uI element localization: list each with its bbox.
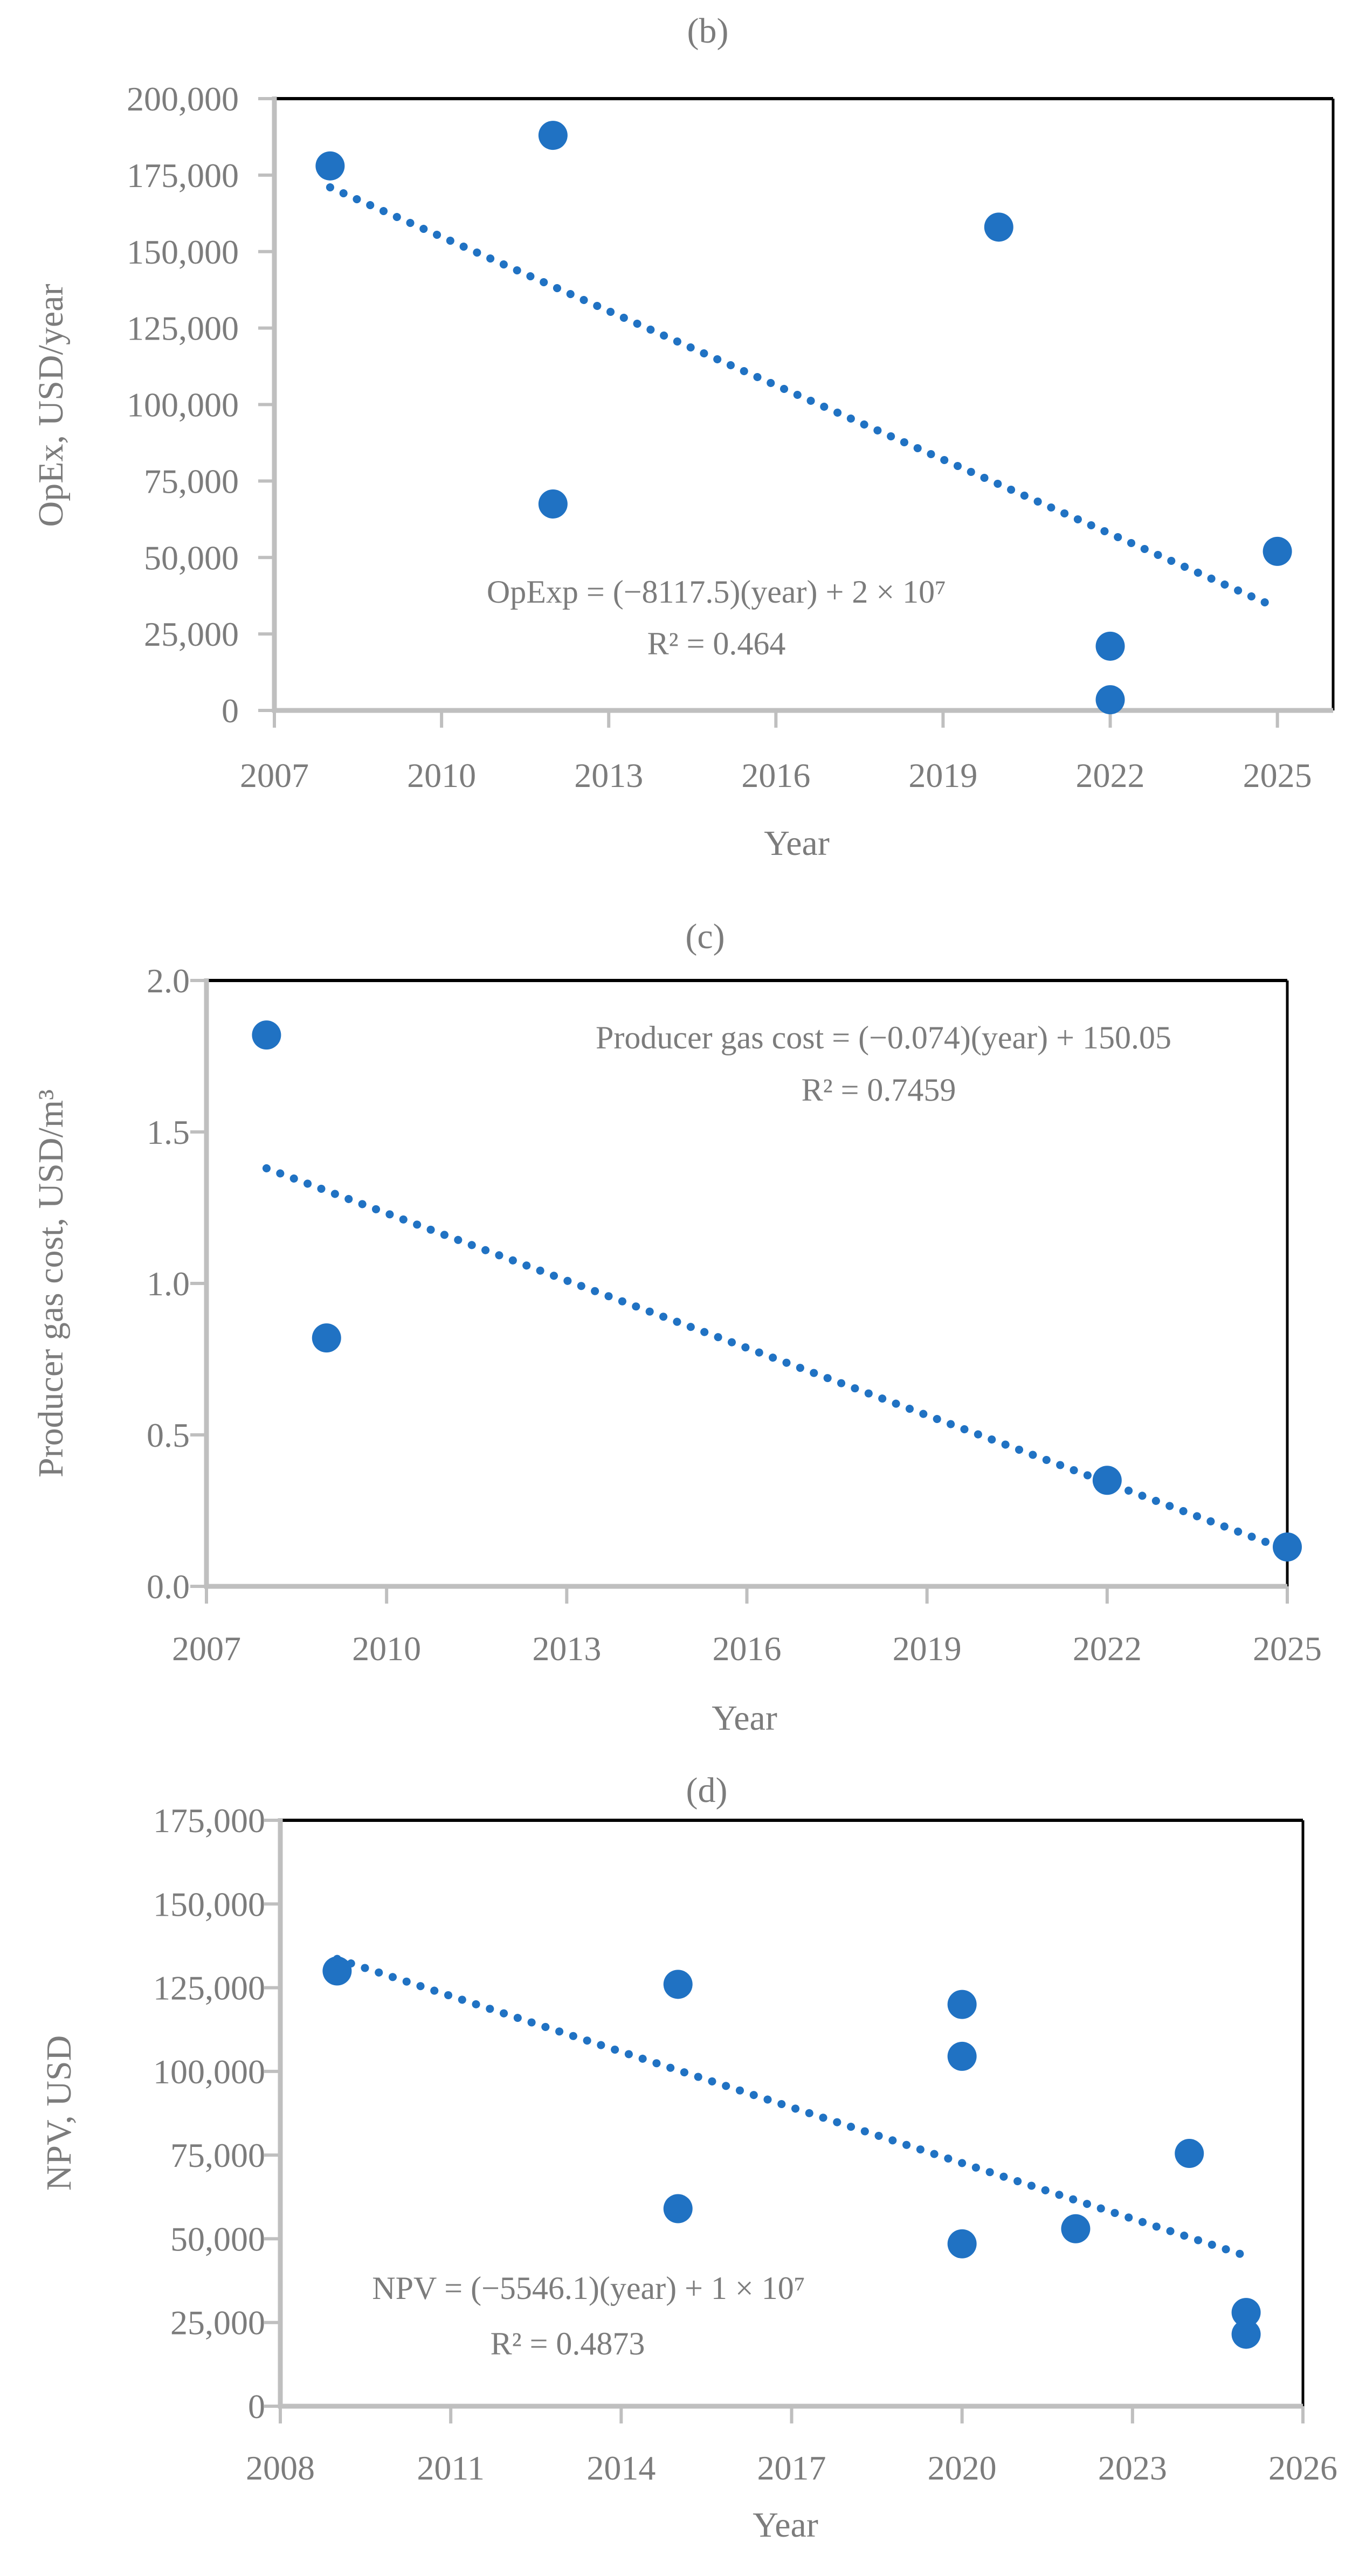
data-point — [1095, 685, 1125, 715]
data-point — [1061, 2214, 1091, 2243]
x-tick-label: 2025 — [1243, 756, 1312, 795]
y-tick-label: 175,000 — [127, 156, 239, 195]
y-tick-label: 75,000 — [144, 462, 239, 500]
x-tick-label: 2016 — [741, 756, 810, 795]
chart-c-equation: Producer gas cost = (−0.074)(year) + 150… — [596, 1020, 1171, 1055]
data-point — [1092, 1466, 1122, 1495]
trendline — [326, 183, 1282, 612]
y-tick-label: 0 — [248, 2387, 265, 2426]
y-tick-label: 100,000 — [153, 2053, 265, 2091]
y-tick-label: 125,000 — [153, 1969, 265, 2007]
y-tick-label: 200,000 — [127, 80, 239, 118]
data-point — [1095, 631, 1125, 661]
chart-c-x-axis-title: Year — [712, 1698, 777, 1738]
chart-d-equation: NPV = (−5546.1)(year) + 1 × 10⁷ — [372, 2270, 805, 2306]
x-tick-label: 2025 — [1253, 1629, 1322, 1668]
y-tick-label: 150,000 — [127, 233, 239, 271]
data-point — [1175, 2139, 1204, 2168]
data-point — [1262, 536, 1292, 566]
x-tick-label: 2016 — [713, 1629, 782, 1668]
data-point — [1231, 2319, 1261, 2349]
y-tick-label: 50,000 — [144, 538, 239, 577]
y-tick-label: 25,000 — [170, 2304, 265, 2342]
chart-c-title: (c) — [685, 917, 725, 956]
x-tick-label: 2022 — [1076, 756, 1145, 795]
x-tick-label: 2007 — [240, 756, 309, 795]
x-tick-label: 2010 — [407, 756, 476, 795]
x-tick-label: 2014 — [587, 2449, 656, 2487]
data-point — [1231, 2298, 1261, 2328]
data-point — [984, 212, 1013, 242]
y-tick-label: 100,000 — [127, 386, 239, 424]
data-point — [252, 1020, 281, 1050]
y-tick-label: 25,000 — [144, 615, 239, 653]
y-tick-label: 175,000 — [153, 1801, 265, 1840]
y-tick-label: 2.0 — [147, 962, 190, 1000]
data-point — [315, 151, 345, 181]
chart-c-y-axis-title: Producer gas cost, USD/m³ — [31, 1089, 71, 1478]
data-point — [538, 121, 568, 150]
x-tick-label: 2008 — [246, 2449, 315, 2487]
data-point — [947, 1990, 977, 2019]
data-point — [947, 2229, 977, 2259]
chart-d-r-squared: R² = 0.4873 — [490, 2326, 645, 2361]
data-point — [663, 1970, 693, 1999]
chart-d-x-axis-title: Year — [753, 2505, 818, 2545]
data-point — [312, 1323, 341, 1353]
chart-b-x-axis-title: Year — [764, 824, 830, 863]
y-tick-label: 0.5 — [147, 1416, 190, 1454]
chart-d-y-axis-title: NPV, USD — [39, 2035, 79, 2191]
y-tick-label: 150,000 — [153, 1885, 265, 1923]
x-tick-label: 2022 — [1073, 1629, 1142, 1668]
data-point — [322, 1956, 352, 1986]
x-tick-label: 2017 — [757, 2449, 826, 2487]
trendline — [333, 1955, 1251, 2260]
trendline — [262, 1164, 1292, 1555]
x-tick-label: 2019 — [893, 1629, 962, 1668]
x-tick-label: 2013 — [532, 1629, 601, 1668]
chart-b-title: (b) — [687, 11, 729, 51]
x-tick-label: 2020 — [928, 2449, 997, 2487]
x-tick-label: 2010 — [352, 1629, 421, 1668]
data-point — [663, 2194, 693, 2223]
y-tick-label: 75,000 — [170, 2136, 265, 2174]
y-tick-label: 0.0 — [147, 1567, 190, 1606]
y-tick-label: 125,000 — [127, 309, 239, 348]
y-tick-label: 1.5 — [147, 1113, 190, 1151]
chart-b-y-axis-title: OpEx, USD/year — [31, 284, 71, 527]
x-tick-label: 2023 — [1098, 2449, 1167, 2487]
x-tick-label: 2019 — [908, 756, 977, 795]
chart-b-r-squared: R² = 0.464 — [647, 626, 786, 661]
data-point — [1273, 1532, 1302, 1562]
x-tick-label: 2007 — [172, 1629, 241, 1668]
x-tick-label: 2013 — [574, 756, 643, 795]
chart-c-r-squared: R² = 0.7459 — [801, 1072, 956, 1108]
y-tick-label: 1.0 — [147, 1265, 190, 1303]
y-tick-label: 0 — [222, 692, 239, 730]
data-point — [538, 489, 568, 519]
x-tick-label: 2011 — [417, 2449, 485, 2487]
x-tick-label: 2026 — [1268, 2449, 1337, 2487]
y-tick-label: 50,000 — [170, 2220, 265, 2258]
chart-d-title: (d) — [686, 1771, 728, 1810]
chart-b-equation: OpExp = (−8117.5)(year) + 2 × 10⁷ — [486, 574, 947, 610]
data-point — [947, 2041, 977, 2071]
